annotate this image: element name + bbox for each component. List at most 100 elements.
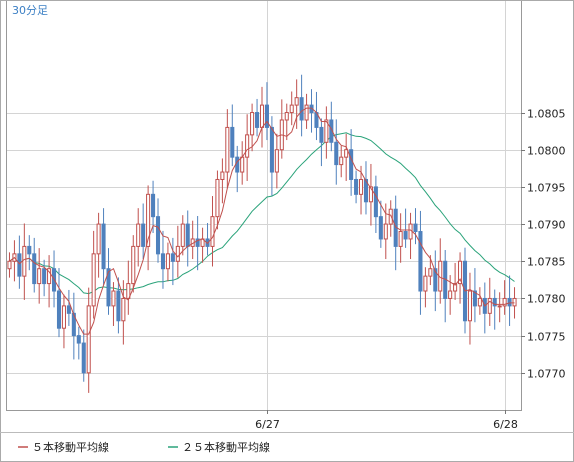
- candle-body: [403, 231, 408, 240]
- candle-body: [160, 253, 166, 270]
- candle-body: [47, 268, 52, 285]
- candle-body: [32, 253, 37, 285]
- candle-body: [245, 134, 250, 158]
- candle-body: [76, 335, 81, 344]
- y-tick-label: 1.0775: [527, 331, 566, 344]
- timeframe-label: 30分足: [12, 4, 48, 17]
- candle-body: [56, 290, 62, 329]
- candle-body: [284, 112, 289, 121]
- candle-body: [210, 216, 215, 247]
- y-tick-label: 1.0780: [527, 293, 566, 306]
- candle-body: [477, 297, 482, 307]
- y-tick-label: 1.0805: [527, 108, 566, 121]
- x-tick-label: 6/28: [493, 418, 518, 431]
- candle-body: [368, 186, 373, 203]
- candle-body: [7, 260, 12, 270]
- candle-body: [472, 290, 477, 307]
- candle-body: [428, 268, 433, 277]
- candle-body: [91, 253, 96, 307]
- candle-body: [121, 297, 126, 322]
- candle-body: [354, 178, 359, 195]
- candle-body: [101, 223, 106, 270]
- candle-body: [507, 297, 512, 307]
- candle-body: [96, 223, 101, 255]
- x-tick-label: 6/27: [255, 418, 280, 431]
- candle-body: [324, 119, 329, 143]
- candle-body: [334, 141, 339, 166]
- y-tick-label: 1.0770: [527, 368, 566, 381]
- candle-body: [358, 178, 364, 195]
- candle-body: [512, 297, 517, 307]
- candle-body: [111, 290, 116, 307]
- candle-body: [146, 193, 151, 247]
- candle-body: [319, 126, 324, 143]
- candle-body: [423, 275, 428, 292]
- candle-body: [61, 305, 66, 329]
- candle-body: [27, 245, 32, 255]
- candle-body: [398, 231, 403, 247]
- y-tick-label: 1.0785: [527, 256, 566, 269]
- candle-body: [106, 268, 111, 307]
- candle-body: [240, 156, 245, 173]
- candle-body: [383, 223, 388, 240]
- candle-body: [502, 297, 507, 307]
- candle-body: [170, 253, 175, 262]
- ma5-layer: [9, 107, 515, 335]
- ma25-legend-label: ２５本移動平均線: [182, 440, 270, 454]
- candle-body: [66, 305, 71, 314]
- candle-body: [22, 245, 27, 277]
- candle-body: [86, 305, 91, 374]
- candle-body: [71, 312, 76, 337]
- y-axis: 1.0805 1.0800 1.0795 1.0790 1.0785 1.0780 1.07…: [521, 108, 566, 381]
- candle-body: [259, 104, 265, 128]
- candle-body: [126, 283, 131, 299]
- candle-body: [453, 283, 458, 292]
- candle-body: [487, 297, 492, 314]
- candle-body: [274, 149, 279, 173]
- candle-body: [37, 268, 42, 285]
- candle-body: [349, 149, 354, 180]
- candle-body: [294, 97, 299, 106]
- candle-body: [230, 126, 235, 158]
- candle-body: [363, 178, 369, 203]
- candle-body: [418, 231, 423, 292]
- candle-body: [225, 126, 230, 173]
- candle-body: [141, 223, 146, 247]
- x-axis: 6/27 6/28: [255, 410, 518, 431]
- legend: ５本移動平均線 ２５本移動平均線: [18, 440, 270, 454]
- candle-body: [433, 268, 438, 292]
- ma5-legend-label: ５本移動平均線: [32, 440, 109, 454]
- candle-body: [255, 112, 260, 128]
- candle-body: [448, 290, 453, 299]
- candle-body: [373, 186, 378, 218]
- candle-body: [42, 268, 47, 285]
- candle-body: [195, 238, 200, 247]
- candle-body: [289, 104, 294, 114]
- candle-body: [185, 223, 190, 247]
- candle-body: [136, 223, 141, 247]
- candle-body: [151, 193, 156, 218]
- candle-body: [339, 156, 344, 166]
- candle-body: [458, 260, 463, 285]
- candle-body: [131, 245, 136, 285]
- candle-body: [492, 297, 497, 307]
- candle-body: [269, 126, 274, 173]
- candle-body: [264, 104, 269, 128]
- candle-body: [116, 290, 121, 322]
- candle-body: [180, 223, 185, 247]
- candle-body: [165, 253, 170, 270]
- candle-body: [304, 104, 309, 121]
- candle-body: [388, 208, 393, 225]
- candle-body: [17, 253, 22, 277]
- candle-body: [299, 97, 304, 121]
- candle-body: [220, 171, 225, 180]
- candle-body: [413, 223, 418, 233]
- candle-body: [378, 216, 383, 240]
- candle-body: [215, 178, 220, 218]
- ma5-line: [9, 107, 515, 335]
- candle-body: [175, 245, 180, 262]
- candles: [7, 74, 517, 393]
- y-tick-label: 1.0800: [527, 145, 566, 158]
